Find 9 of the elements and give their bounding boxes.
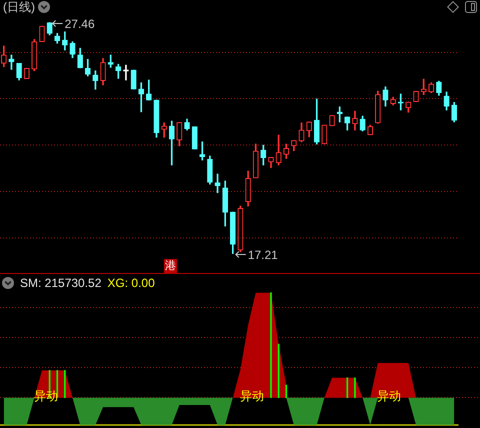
annotation: 港 [164,259,177,273]
chart-title: (日线) [3,0,35,14]
annotation: 17.21 [248,248,278,262]
text: SM: 215730.52 [20,276,102,290]
candlestick [8,54,14,70]
candlestick [214,174,220,194]
text: XG: 0.00 [107,276,155,290]
candlestick [123,64,129,80]
annotation: 27.46 [64,16,95,31]
